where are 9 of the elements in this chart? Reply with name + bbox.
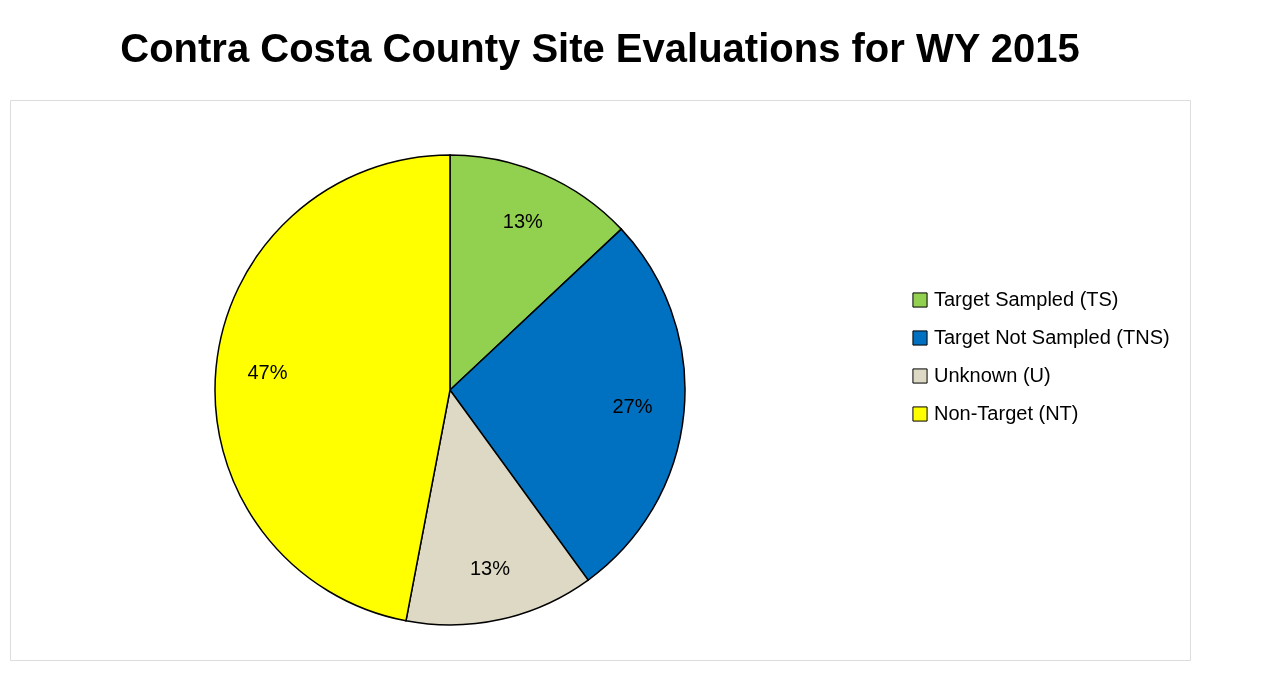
legend-label: Target Sampled (TS) — [934, 288, 1119, 310]
data-label: 13% — [502, 209, 544, 232]
legend-label: Non-Target (NT) — [934, 402, 1079, 424]
data-label: 13% — [469, 556, 511, 579]
chart-title: Contra Costa County Site Evaluations for WY 2015 — [120, 26, 1080, 70]
data-label: 27% — [612, 395, 653, 418]
legend-label: Target Not Sampled (TNS) — [934, 326, 1170, 348]
data-label: 47% — [247, 360, 288, 383]
legend-label: Unknown (U) — [934, 364, 1051, 386]
